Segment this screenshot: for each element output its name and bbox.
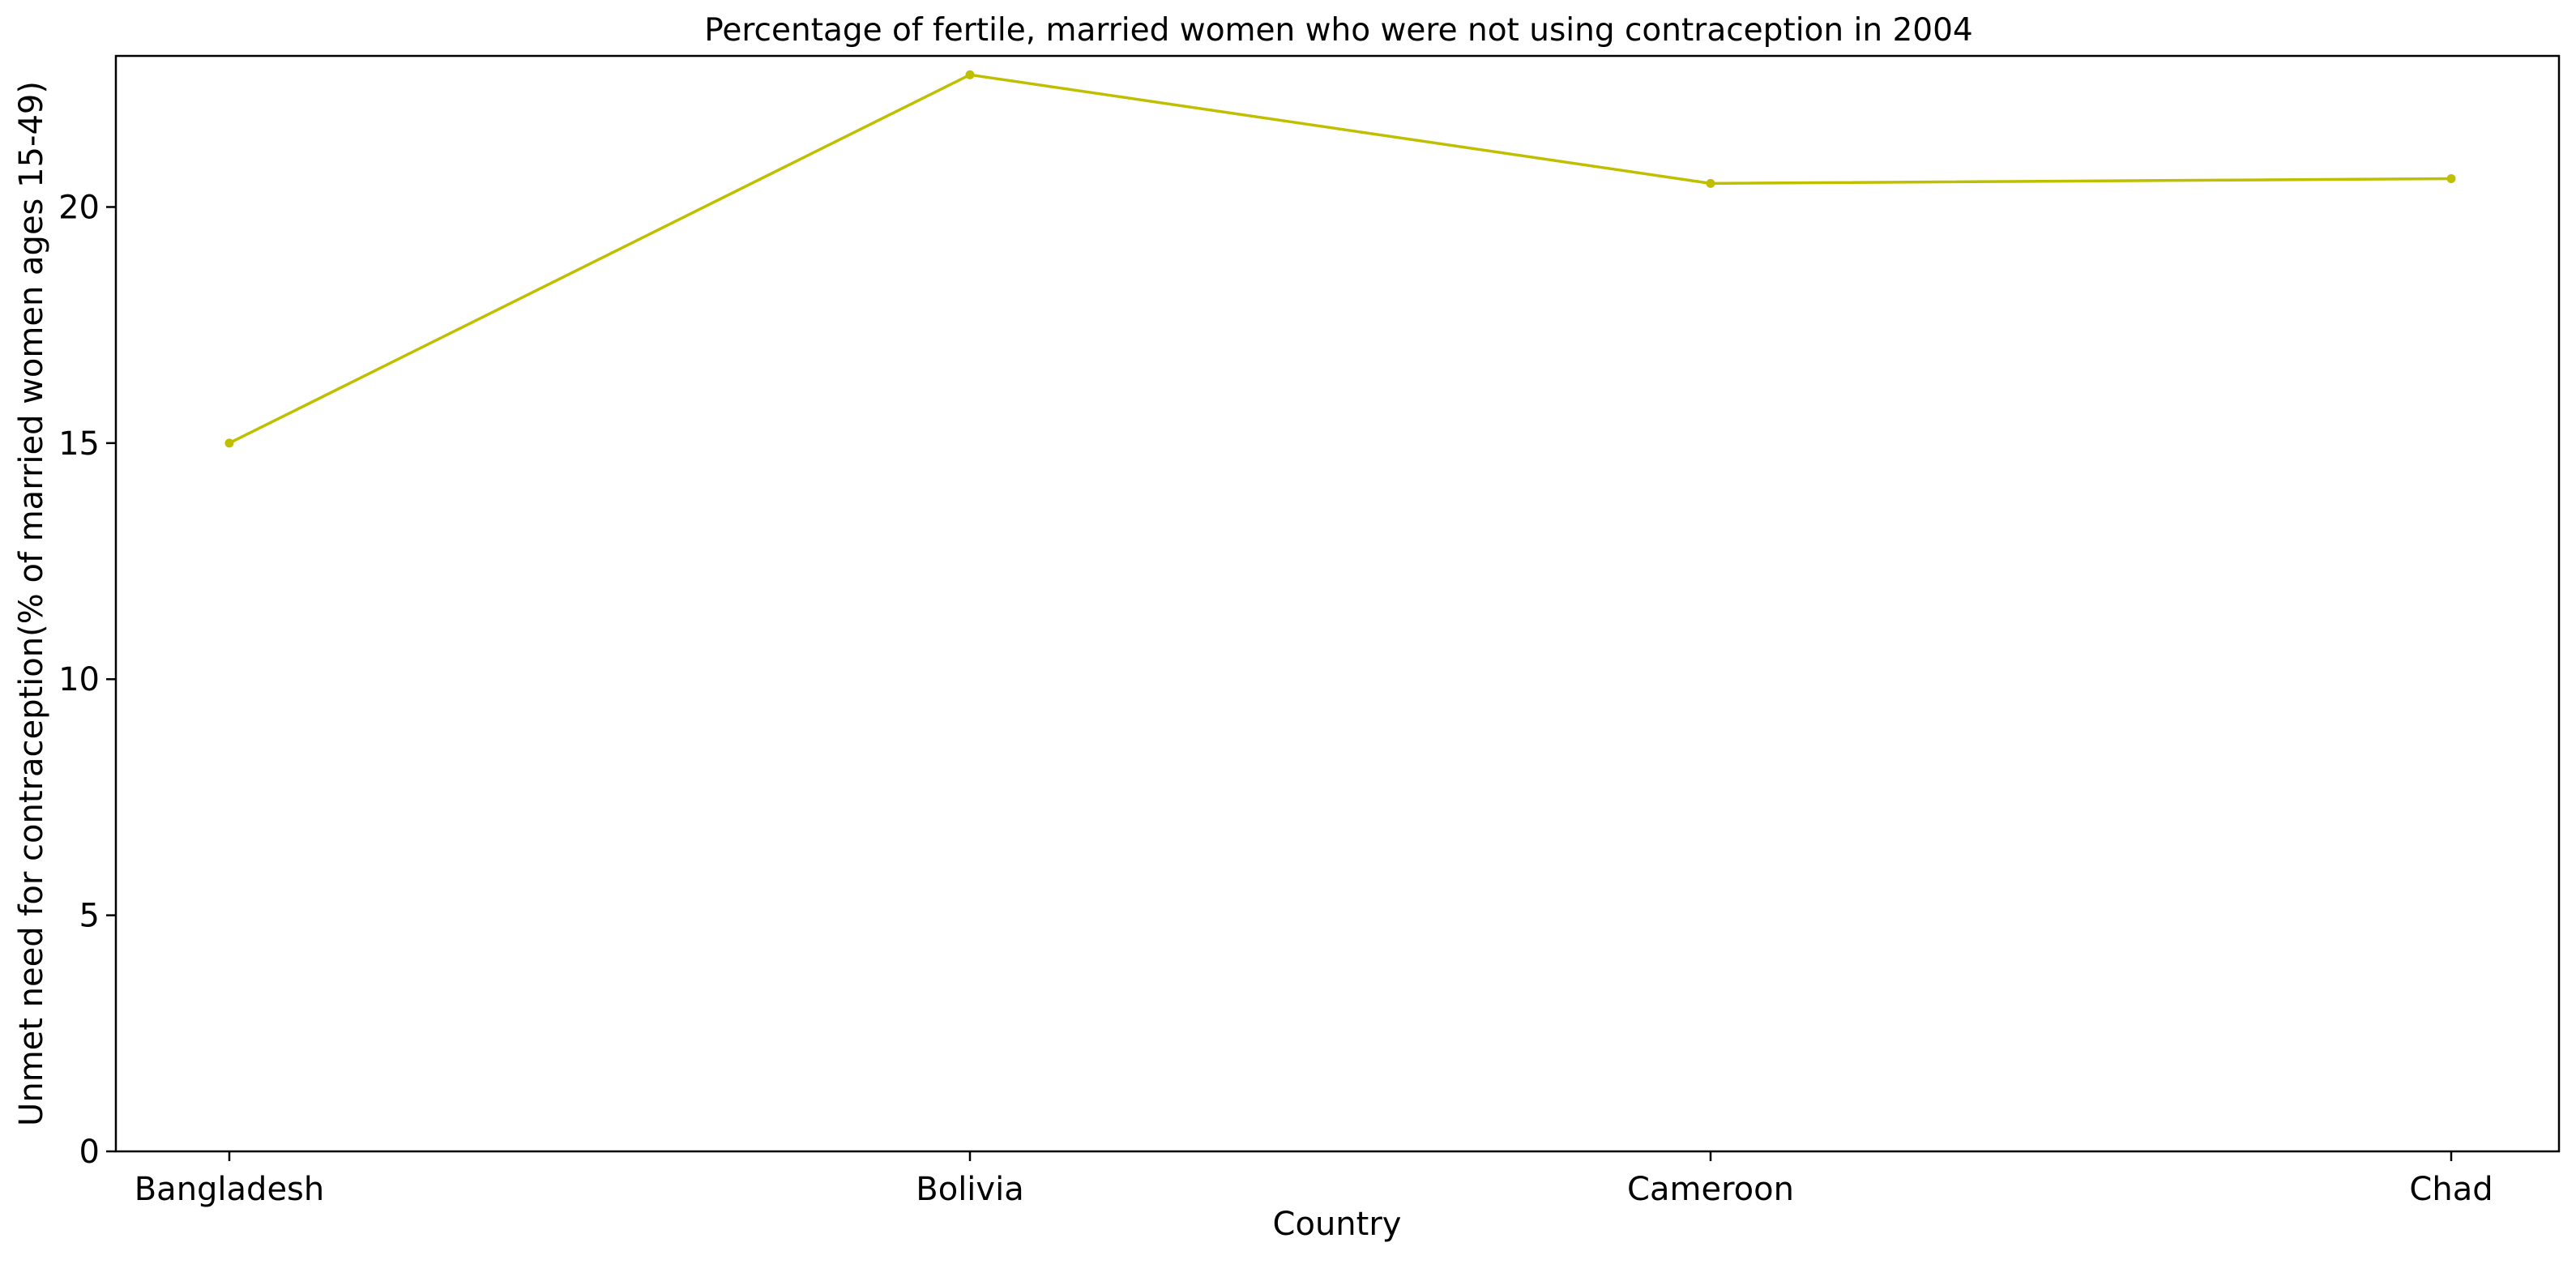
y-axis-label: Unmet need for contraception(% of marrie… [13,81,50,1126]
y-tick-label: 10 [58,661,100,698]
data-point-bangladesh [224,438,234,448]
x-tick-label: Bangladesh [135,1171,325,1208]
chart-title: Percentage of fertile, married women who… [704,12,1972,49]
y-axis-ticks: 0 5 10 15 20 [58,189,116,1171]
data-point-cameroon [1706,178,1715,188]
plot-area-frame [114,54,2561,1153]
data-point-bolivia [965,70,975,79]
x-axis-label: Country [1273,1206,1402,1243]
y-tick-label: 20 [58,189,100,226]
x-axis-ticks: Bangladesh Bolivia Cameroon Chad [135,1151,2493,1208]
series-line [229,73,2452,445]
y-tick-label: 15 [58,425,100,463]
x-tick-label: Chad [2409,1171,2493,1208]
y-tick-label: 0 [79,1134,100,1171]
series-layer [224,70,2456,448]
x-tick-label: Bolivia [916,1171,1023,1208]
x-tick-label: Cameroon [1627,1171,1794,1208]
data-point-chad [2446,174,2456,184]
y-tick-label: 5 [79,898,100,935]
